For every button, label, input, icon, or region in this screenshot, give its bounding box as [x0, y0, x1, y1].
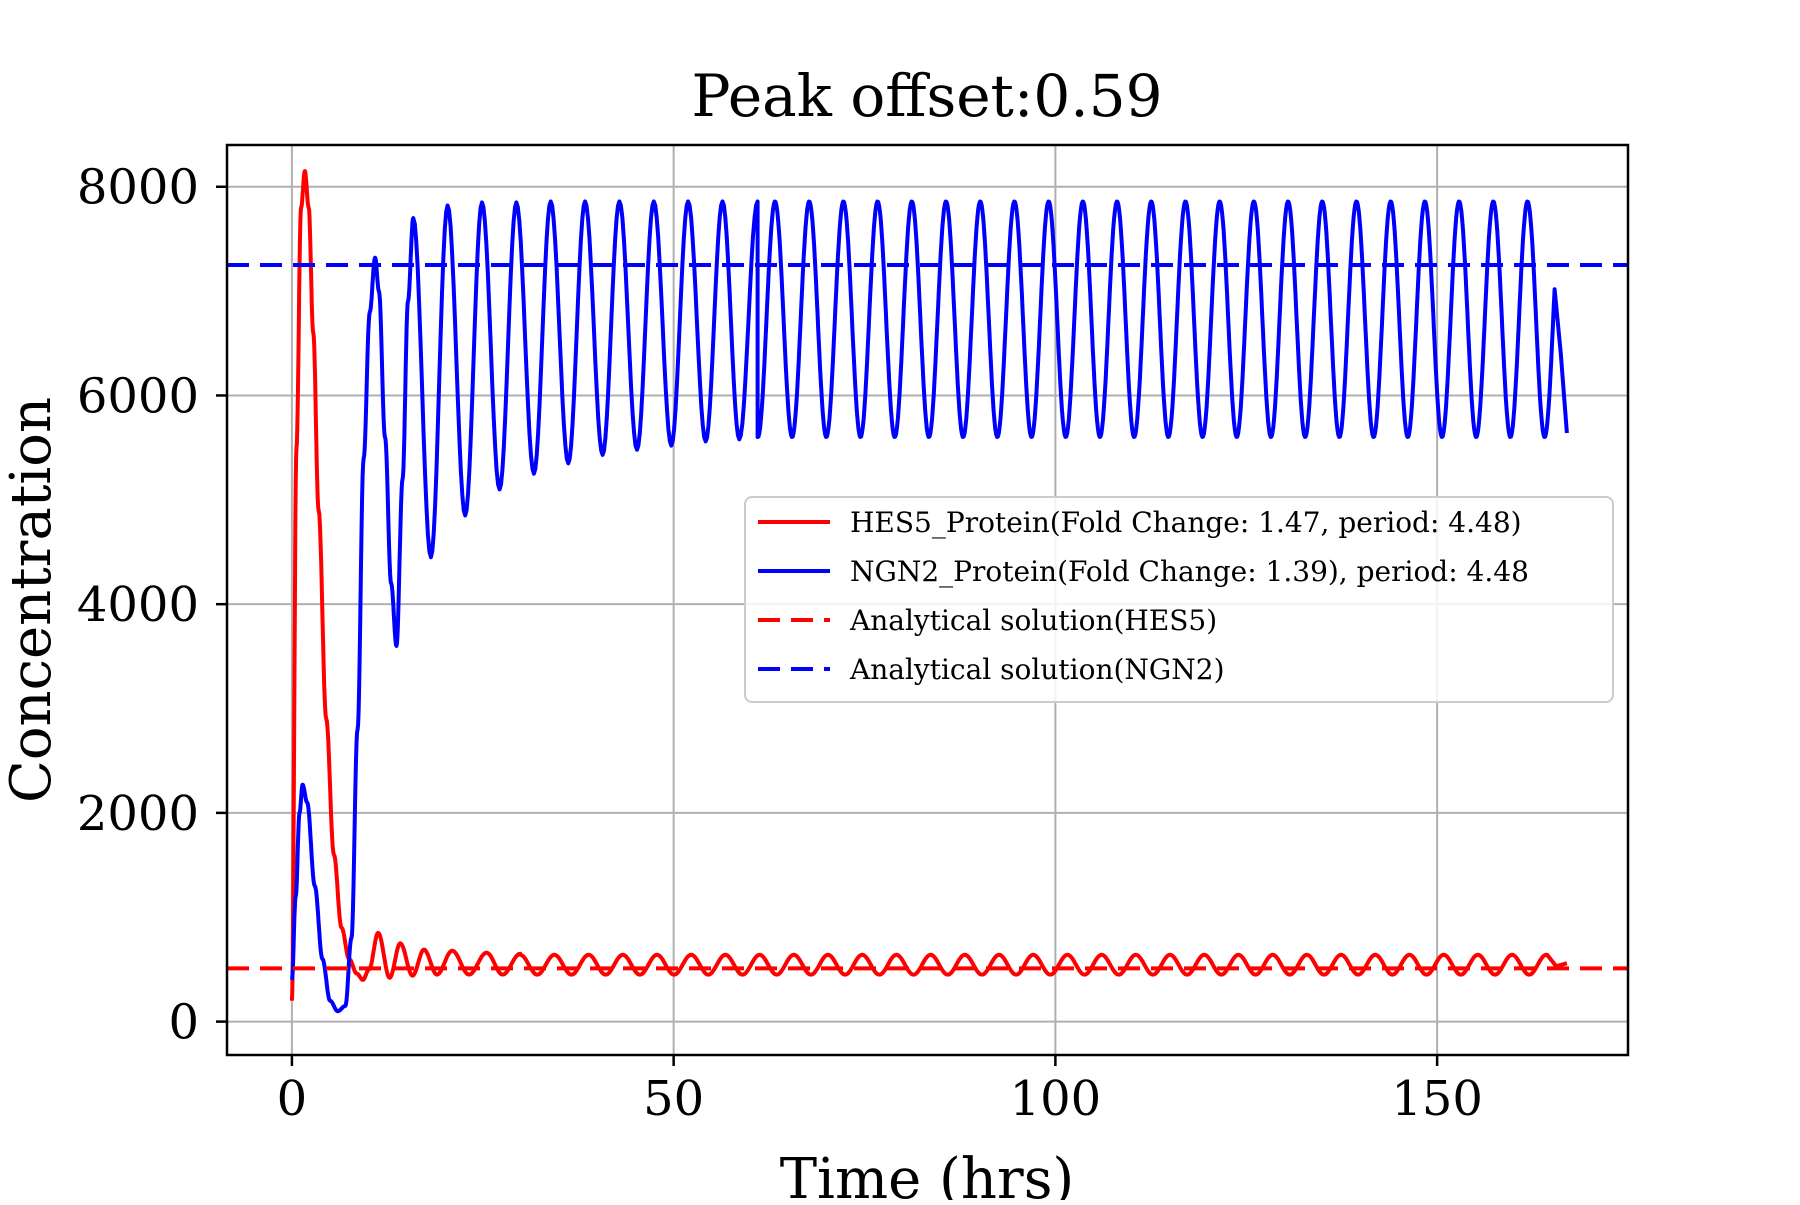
chart-title: Peak offset:0.59 — [691, 62, 1162, 130]
plot-area-frame — [225, 143, 1630, 1057]
legend-label: HES5_Protein(Fold Change: 1.47, period: … — [850, 506, 1522, 539]
x-tick-label: 150 — [1391, 1071, 1483, 1127]
y-tick-label: 6000 — [77, 368, 199, 424]
legend-label: Analytical solution(HES5) — [849, 604, 1217, 637]
y-tick-label: 2000 — [77, 786, 199, 842]
x-tick-label: 0 — [277, 1071, 308, 1127]
y-axis-label: Concentration — [0, 397, 64, 803]
series-lines — [227, 169, 1628, 1014]
legend-label: Analytical solution(NGN2) — [849, 653, 1225, 686]
legend-box — [744, 496, 1614, 703]
x-tick-label: 100 — [1010, 1071, 1102, 1127]
legend: HES5_Protein(Fold Change: 1.47, period: … — [744, 496, 1614, 703]
series-line-2 — [289, 199, 1569, 1014]
legend-label: NGN2_Protein(Fold Change: 1.39), period:… — [850, 555, 1529, 588]
y-tick-label: 4000 — [77, 577, 199, 633]
x-tick-label: 50 — [643, 1071, 704, 1127]
y-tick-label: 8000 — [77, 160, 199, 216]
x-axis-label: Time (hrs) — [780, 1147, 1075, 1200]
y-tick-label: 0 — [168, 995, 199, 1051]
axis-ticks: 0 50 100 150 0 2000 4000 6000 8000 — [77, 160, 1483, 1127]
